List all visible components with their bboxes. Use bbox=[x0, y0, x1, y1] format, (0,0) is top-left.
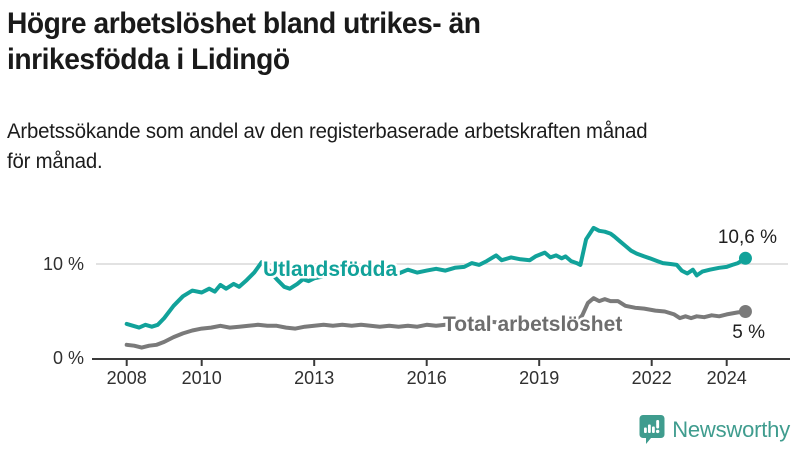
x-axis-tick-label-2016: 2016 bbox=[407, 368, 447, 388]
chart-subtitle-line-1: Arbetssökande som andel av den registerb… bbox=[7, 120, 648, 143]
end-value-label-total: 5 % bbox=[732, 322, 765, 343]
x-axis-tick-label-2024: 2024 bbox=[707, 368, 747, 388]
chart-title: Högre arbetslöshet bland utrikes- än inr… bbox=[7, 6, 721, 78]
x-axis-tick-label-2010: 2010 bbox=[182, 368, 222, 388]
end-dot-utlandsf-dda bbox=[738, 251, 752, 265]
newsworthy-logo: Newsworthy bbox=[639, 413, 790, 447]
end-dot-total-arbetsl-shet bbox=[738, 305, 752, 318]
series-line-total-arbetsl-shet bbox=[124, 296, 748, 350]
end-value-label-utlandsfodda: 10,6 % bbox=[718, 227, 777, 248]
chart-subtitle: Arbetssökande som andel av den registerb… bbox=[7, 117, 773, 177]
x-axis-tick-label-2022: 2022 bbox=[632, 368, 672, 388]
chart-title-line-1: Högre arbetslöshet bland utrikes- än bbox=[7, 7, 481, 40]
chart-subtitle-line-2: för månad. bbox=[7, 150, 103, 173]
series-line-utlandsf-dda bbox=[124, 225, 748, 330]
series-label-utlandsfodda: Utlandsfödda bbox=[263, 258, 397, 281]
y-axis-tick-label-0: 0 % bbox=[53, 348, 84, 368]
y-axis-tick-label-10: 10 % bbox=[43, 254, 84, 274]
x-axis-tick-label-2008: 2008 bbox=[107, 368, 147, 388]
x-axis-tick-label-2019: 2019 bbox=[519, 368, 559, 388]
newsworthy-brand-text: Newsworthy bbox=[672, 417, 790, 442]
chart-title-line-2: inrikesfödda i Lidingö bbox=[7, 43, 290, 76]
newsworthy-icon bbox=[639, 415, 665, 444]
series-label-total-arbetsloshet: Total arbetslöshet bbox=[443, 313, 622, 336]
x-axis-tick-label-2013: 2013 bbox=[294, 368, 334, 388]
